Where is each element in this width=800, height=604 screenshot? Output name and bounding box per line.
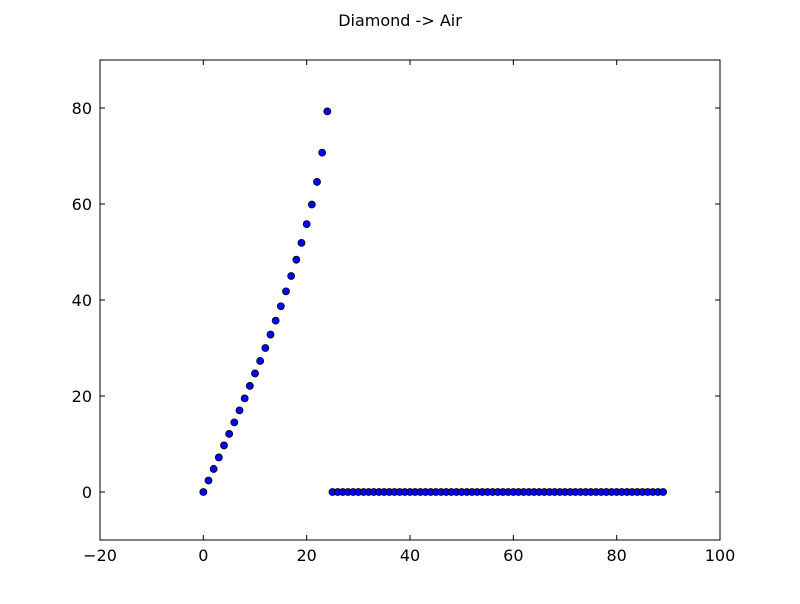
x-tick-label: −20 <box>83 546 117 565</box>
data-point <box>307 200 316 209</box>
x-tick-label: 80 <box>606 546 626 565</box>
x-tick-label: 40 <box>400 546 420 565</box>
data-point <box>204 476 213 485</box>
data-point <box>297 238 306 247</box>
data-point <box>240 394 249 403</box>
data-point <box>282 287 290 296</box>
data-point <box>318 148 327 157</box>
plot-frame <box>99 59 721 541</box>
x-tick-label: 0 <box>198 546 208 565</box>
data-point <box>276 302 285 311</box>
data-point <box>235 406 244 415</box>
data-point <box>323 107 332 116</box>
x-tick-label: 20 <box>296 546 316 565</box>
ticks-layer: −20 0 20 40 60 80 100 0 20 40 60 80 <box>72 60 736 565</box>
data-point <box>225 430 234 438</box>
y-tick-label: 40 <box>72 291 92 310</box>
y-tick-label: 0 <box>82 483 92 502</box>
data-point <box>292 255 301 264</box>
data-point <box>287 272 296 280</box>
data-point <box>251 369 259 378</box>
data-point <box>302 220 311 229</box>
points-layer <box>199 107 668 496</box>
chart-title: Diamond -> Air <box>338 11 462 30</box>
data-point <box>214 453 223 462</box>
x-tick-label: 100 <box>705 546 736 565</box>
data-point <box>245 382 254 390</box>
x-tick-label: 60 <box>503 546 523 565</box>
data-point <box>256 357 265 365</box>
y-tick-label: 80 <box>72 99 92 118</box>
data-point <box>659 488 668 496</box>
data-point <box>220 441 228 450</box>
data-point <box>199 488 208 496</box>
y-tick-label: 20 <box>72 387 92 406</box>
data-point <box>209 465 218 473</box>
data-point <box>313 178 321 186</box>
y-tick-label: 60 <box>72 195 92 214</box>
data-point <box>271 316 280 325</box>
data-point <box>266 330 275 339</box>
data-point <box>230 418 239 427</box>
data-point <box>261 344 270 352</box>
